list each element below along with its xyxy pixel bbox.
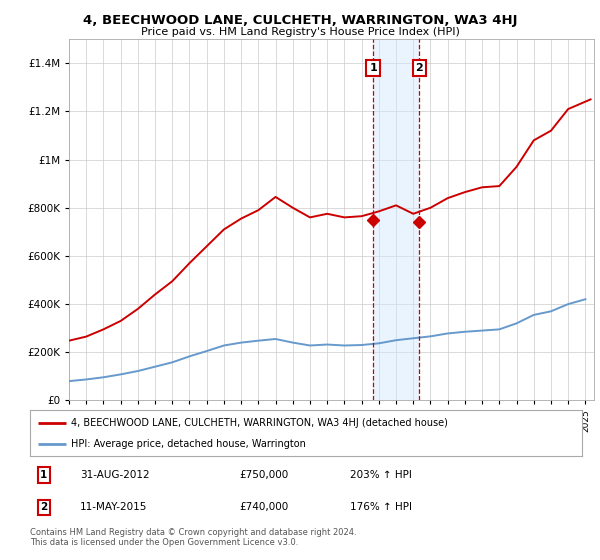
Text: £740,000: £740,000 bbox=[240, 502, 289, 512]
Text: 31-AUG-2012: 31-AUG-2012 bbox=[80, 470, 149, 480]
Text: 11-MAY-2015: 11-MAY-2015 bbox=[80, 502, 147, 512]
Text: Price paid vs. HM Land Registry's House Price Index (HPI): Price paid vs. HM Land Registry's House … bbox=[140, 27, 460, 37]
Text: 203% ↑ HPI: 203% ↑ HPI bbox=[350, 470, 412, 480]
Text: 4, BEECHWOOD LANE, CULCHETH, WARRINGTON, WA3 4HJ (detached house): 4, BEECHWOOD LANE, CULCHETH, WARRINGTON,… bbox=[71, 418, 448, 428]
Bar bbox=[373, 39, 419, 400]
Text: 176% ↑ HPI: 176% ↑ HPI bbox=[350, 502, 412, 512]
Text: 1: 1 bbox=[40, 470, 47, 480]
Text: HPI: Average price, detached house, Warrington: HPI: Average price, detached house, Warr… bbox=[71, 439, 306, 449]
Text: Contains HM Land Registry data © Crown copyright and database right 2024.
This d: Contains HM Land Registry data © Crown c… bbox=[30, 528, 356, 547]
Text: 1: 1 bbox=[369, 63, 377, 73]
Text: 2: 2 bbox=[416, 63, 424, 73]
Text: 2: 2 bbox=[40, 502, 47, 512]
Text: £750,000: £750,000 bbox=[240, 470, 289, 480]
Text: 4, BEECHWOOD LANE, CULCHETH, WARRINGTON, WA3 4HJ: 4, BEECHWOOD LANE, CULCHETH, WARRINGTON,… bbox=[83, 14, 517, 27]
